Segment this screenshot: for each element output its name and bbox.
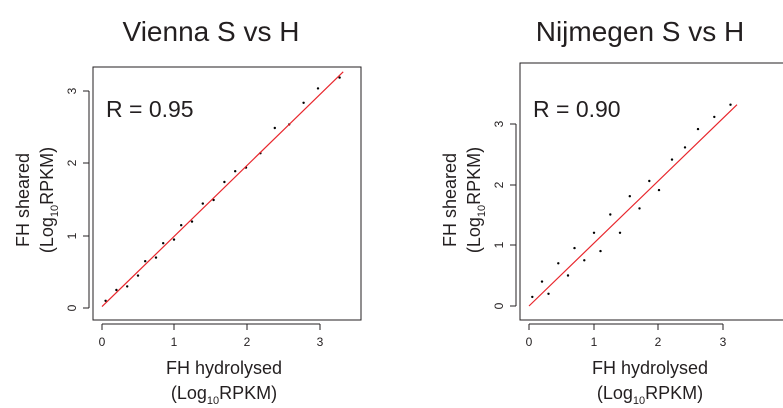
plot-frame [519, 62, 783, 321]
scatter-point [696, 127, 700, 131]
x-tick-label: 3 [317, 335, 324, 349]
scatter-point [172, 238, 176, 241]
y-tick-label: 1 [492, 241, 506, 248]
scatter-point [547, 292, 550, 295]
x-axis-label: FH hydrolysed [592, 358, 708, 378]
scatter-point [126, 285, 129, 288]
x-axis-label: FH hydrolysed [166, 358, 282, 378]
scatter-point [683, 146, 687, 149]
scatter-point [316, 87, 320, 90]
scatter-point [180, 224, 183, 227]
scatter-point [670, 158, 674, 161]
plot-frame [92, 66, 362, 321]
scatter-point [557, 262, 560, 265]
y-tick-label: 1 [65, 232, 79, 239]
y-axis-label: FH sheared [440, 153, 460, 247]
y-tick-label: 3 [492, 120, 506, 127]
r-annotation: R = 0.95 [106, 96, 194, 122]
scatter-point [628, 195, 631, 198]
x-tick-label: 3 [720, 335, 727, 349]
scatter-point [729, 103, 732, 106]
x-axis: 0 1 2 3 [526, 323, 727, 349]
regression-line [101, 71, 344, 307]
scatter-point [136, 274, 140, 277]
scatter-point [190, 220, 194, 223]
x-axis-label-unit: (Log10RPKM) [171, 383, 277, 407]
scatter-point [273, 126, 276, 130]
x-tick-label: 1 [171, 335, 178, 349]
scatter-point [201, 202, 204, 205]
x-axis-label-unit: (Log10RPKM) [597, 383, 703, 407]
chart-title: Nijmegen S vs H [536, 16, 745, 47]
scatter-point [154, 256, 158, 259]
scatter-points [531, 103, 732, 299]
y-axis-label: FH sheared [13, 153, 33, 247]
scatter-point [144, 260, 147, 263]
scatter-point [162, 242, 165, 245]
y-tick-label: 2 [65, 159, 79, 166]
scatter-points [104, 76, 341, 302]
x-tick-label: 2 [244, 335, 251, 349]
scatter-point [638, 207, 641, 210]
x-tick-label: 1 [591, 335, 598, 349]
scatter-point [583, 259, 586, 262]
x-axis: 0 1 2 3 [99, 323, 324, 349]
scatter-point [104, 299, 107, 302]
y-tick-label: 2 [492, 181, 506, 188]
r-annotation: R = 0.90 [533, 96, 621, 122]
scatter-point [302, 101, 305, 105]
scatter-point [540, 280, 544, 283]
scatter-point [212, 198, 215, 202]
scatter-point [531, 295, 534, 299]
x-tick-label: 2 [655, 335, 662, 349]
scatter-point [618, 231, 622, 234]
scatter-point [592, 231, 596, 234]
scatter-point [234, 170, 237, 173]
scatter-point [338, 76, 341, 79]
x-tick-label: 0 [526, 335, 533, 349]
regression-line [528, 104, 738, 307]
y-axis-label-unit: (Log10RPKM) [37, 147, 61, 253]
y-tick-label: 3 [65, 87, 79, 94]
chart-title: Vienna S vs H [123, 16, 300, 47]
y-tick-label: 0 [492, 302, 506, 309]
scatter-point [566, 274, 570, 277]
scatter-point [657, 188, 661, 192]
y-axis: 0 1 2 3 [492, 120, 517, 309]
scatter-point [648, 179, 651, 183]
scatter-point [115, 288, 118, 292]
scatter-point [713, 115, 716, 119]
scatter-point [599, 249, 602, 253]
scatter-point [573, 246, 576, 250]
y-axis-label-unit: (Log10RPKM) [464, 147, 488, 253]
scatter-point [223, 180, 226, 184]
x-tick-label: 0 [99, 335, 106, 349]
y-tick-label: 0 [65, 304, 79, 311]
scatter-point [609, 213, 612, 216]
panel-nijmegen: Nijmegen S vs H R = 0.90 0 1 2 3 0 1 2 3 [440, 16, 783, 407]
panel-vienna: Vienna S vs H R = 0.95 0 1 2 3 0 1 2 [13, 16, 362, 407]
y-axis: 0 1 2 3 [65, 87, 90, 311]
